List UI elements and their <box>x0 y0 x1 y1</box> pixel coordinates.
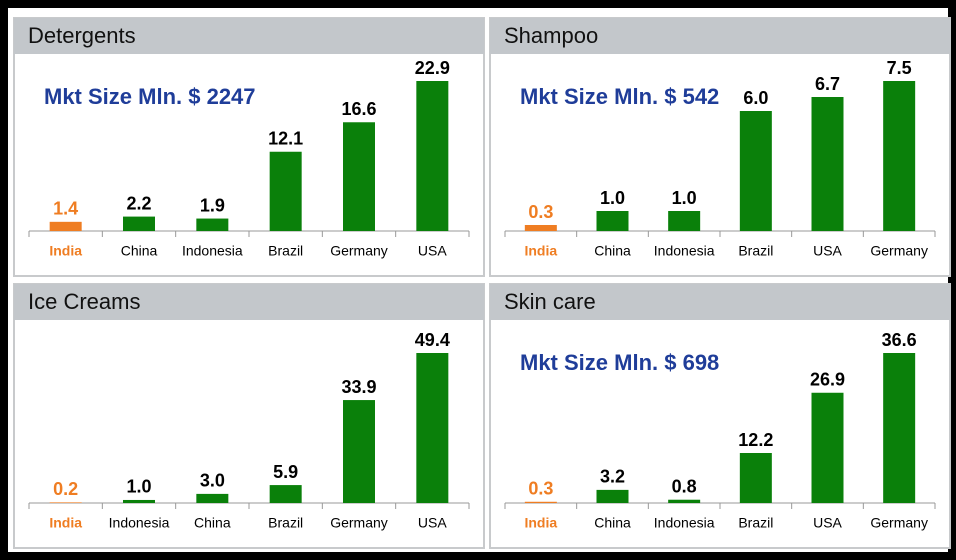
panel-title: Shampoo <box>504 23 598 48</box>
value-label: 2.2 <box>126 193 151 213</box>
market-size: Mkt Size Mln. $ 698 <box>520 350 719 375</box>
category-label: Brazil <box>268 243 303 259</box>
category-label: Germany <box>330 515 388 531</box>
value-label: 12.2 <box>738 430 773 450</box>
bar <box>883 353 915 503</box>
category-label: USA <box>418 243 447 259</box>
category-label: USA <box>418 515 447 531</box>
category-label: Germany <box>870 515 928 531</box>
bar <box>740 111 772 231</box>
value-label: 6.0 <box>743 88 768 108</box>
value-label: 49.4 <box>415 330 450 350</box>
panel <box>14 18 484 276</box>
category-label: India <box>49 515 82 531</box>
value-label: 5.9 <box>273 462 298 482</box>
category-label: Indonesia <box>654 243 715 259</box>
value-label: 26.9 <box>810 370 845 390</box>
market-size: Mkt Size Mln. $ 2247 <box>44 84 256 109</box>
bar <box>50 502 82 503</box>
category-label: China <box>121 243 158 259</box>
bar <box>416 81 448 231</box>
category-label: China <box>594 515 631 531</box>
value-label: 0.8 <box>672 476 697 496</box>
bar <box>50 222 82 231</box>
bar <box>416 353 448 503</box>
bar <box>343 400 375 503</box>
value-label: 33.9 <box>341 377 376 397</box>
category-label: China <box>194 515 231 531</box>
category-label: USA <box>813 515 842 531</box>
panel <box>490 18 950 276</box>
category-label: Indonesia <box>109 515 170 531</box>
value-label: 0.3 <box>528 479 553 499</box>
bar <box>196 494 228 503</box>
category-label: USA <box>813 243 842 259</box>
bar <box>525 225 557 231</box>
category-label: Brazil <box>738 515 773 531</box>
panel-title: Detergents <box>28 23 136 48</box>
bar <box>270 152 302 231</box>
category-label: Germany <box>330 243 388 259</box>
bar <box>597 490 629 503</box>
bar <box>343 122 375 231</box>
value-label: 22.9 <box>415 58 450 78</box>
value-label: 16.6 <box>341 99 376 119</box>
category-label: India <box>524 243 557 259</box>
bar <box>196 219 228 231</box>
bar <box>525 502 557 503</box>
value-label: 6.7 <box>815 74 840 94</box>
panel-title: Ice Creams <box>28 289 140 314</box>
value-label: 1.0 <box>126 477 151 497</box>
bar <box>123 500 155 503</box>
value-label: 3.2 <box>600 467 625 487</box>
value-label: 36.6 <box>882 330 917 350</box>
category-label: India <box>524 515 557 531</box>
dashboard: Detergents Mkt Size Mln. $ 2247 1.4 India 2.… <box>0 0 956 560</box>
bar <box>270 485 302 503</box>
market-size: Mkt Size Mln. $ 542 <box>520 84 719 109</box>
panel-title: Skin care <box>504 289 596 314</box>
bar <box>668 211 700 231</box>
category-label: Germany <box>870 243 928 259</box>
value-label: 0.2 <box>53 479 78 499</box>
bar <box>668 500 700 503</box>
bar <box>740 453 772 503</box>
bar <box>812 97 844 231</box>
value-label: 0.3 <box>528 202 553 222</box>
bar <box>597 211 629 231</box>
value-label: 3.0 <box>200 471 225 491</box>
value-label: 7.5 <box>887 58 912 78</box>
value-label: 1.0 <box>600 188 625 208</box>
category-label: Brazil <box>268 515 303 531</box>
value-label: 1.0 <box>672 188 697 208</box>
category-label: India <box>49 243 82 259</box>
value-label: 1.9 <box>200 195 225 215</box>
bar <box>883 81 915 231</box>
value-label: 12.1 <box>268 128 303 148</box>
bar <box>812 393 844 503</box>
category-label: China <box>594 243 631 259</box>
value-label: 1.4 <box>53 199 78 219</box>
category-label: Indonesia <box>654 515 715 531</box>
category-label: Brazil <box>738 243 773 259</box>
bar <box>123 217 155 231</box>
category-label: Indonesia <box>182 243 243 259</box>
